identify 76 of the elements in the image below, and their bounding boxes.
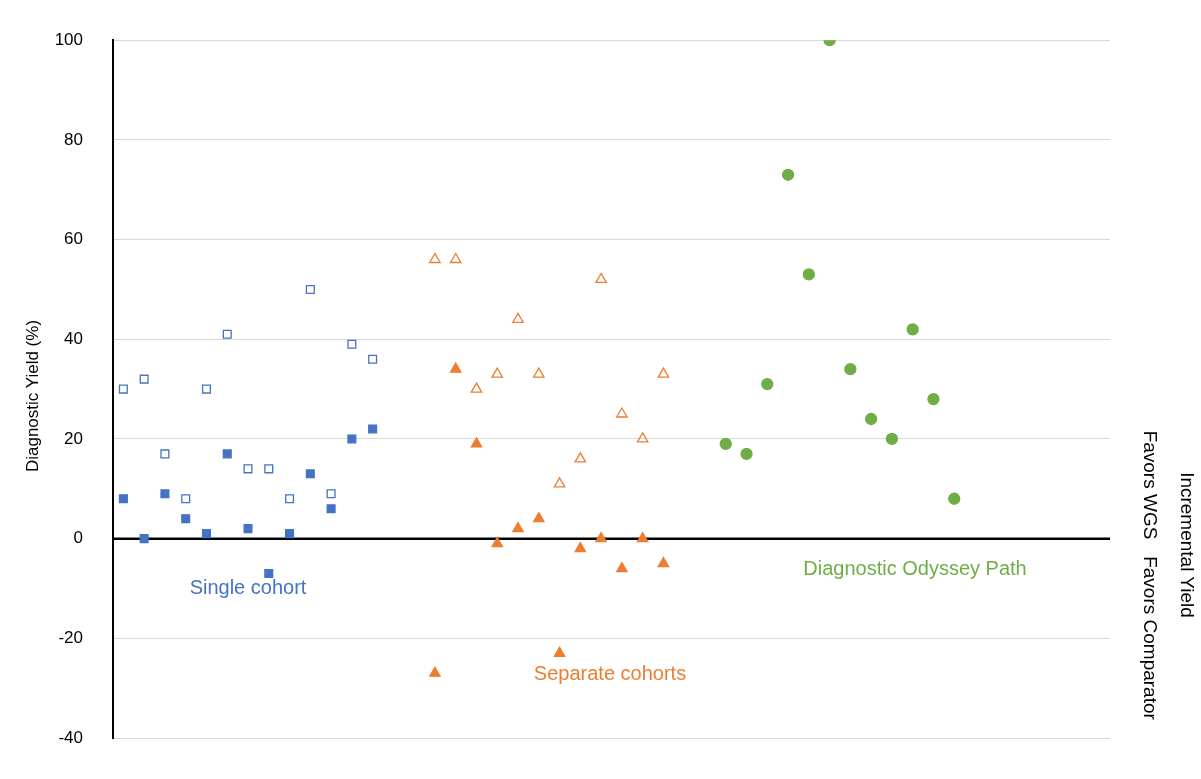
point (512, 522, 524, 533)
point (139, 534, 149, 544)
point (264, 464, 274, 474)
point (595, 272, 607, 284)
point (761, 377, 774, 391)
point (347, 339, 357, 349)
point (553, 477, 566, 488)
point (906, 323, 919, 336)
point (657, 367, 670, 378)
point (201, 529, 212, 539)
point (305, 284, 315, 294)
point (243, 524, 253, 534)
point (574, 541, 587, 553)
point (264, 568, 274, 579)
point (781, 168, 795, 181)
point (636, 531, 649, 543)
point (160, 449, 170, 459)
point (368, 354, 378, 364)
point (368, 424, 378, 434)
point (740, 447, 753, 461)
point (429, 666, 441, 677)
point (470, 437, 483, 448)
point (243, 464, 253, 474)
point (222, 329, 232, 339)
y-tick-label: -40 (58, 727, 83, 747)
point (616, 561, 628, 573)
point (616, 407, 628, 418)
point (574, 452, 587, 463)
y2-axis-title: Incremental Yield (1176, 472, 1198, 618)
text: Favors Comparator (1139, 556, 1161, 720)
y-tick-label: 20 (64, 428, 83, 448)
point (347, 434, 357, 444)
text: Favors WGS (1139, 430, 1161, 540)
point (491, 536, 504, 548)
point (595, 531, 607, 543)
point (802, 268, 815, 281)
point (532, 512, 545, 523)
point (553, 646, 566, 657)
point (449, 362, 462, 373)
point (636, 432, 649, 443)
point (326, 489, 336, 499)
y-axis-title: Diagnostic Yield (%) (23, 319, 43, 473)
point (719, 437, 732, 451)
point (470, 382, 483, 393)
point (222, 449, 232, 459)
point (181, 494, 191, 504)
annotation: Single cohort (189, 575, 307, 599)
point (429, 252, 441, 264)
y-tick-label: 0 (73, 528, 83, 548)
y-tick-label: 40 (64, 328, 83, 348)
point (512, 312, 524, 323)
y-tick-label: -20 (58, 628, 83, 647)
point (532, 367, 545, 378)
point (285, 494, 295, 504)
point (844, 363, 857, 376)
point (491, 367, 504, 378)
annotation: Separate cohorts (533, 661, 687, 685)
point (927, 392, 940, 406)
y-tick-label: 100 (54, 29, 83, 49)
point (948, 492, 961, 505)
point (160, 489, 170, 499)
point (118, 494, 128, 504)
point (118, 384, 128, 394)
annotation: Diagnostic Odyssey Path (803, 556, 1027, 580)
point (657, 556, 670, 568)
y-tick-label: 60 (64, 229, 83, 249)
point (449, 252, 462, 264)
point (285, 529, 295, 539)
y-tick-label: 80 (64, 129, 83, 149)
point (864, 412, 878, 426)
point (201, 384, 212, 394)
point (139, 374, 149, 384)
point (305, 469, 315, 479)
point (885, 432, 899, 446)
point (181, 514, 191, 524)
point (326, 504, 336, 514)
